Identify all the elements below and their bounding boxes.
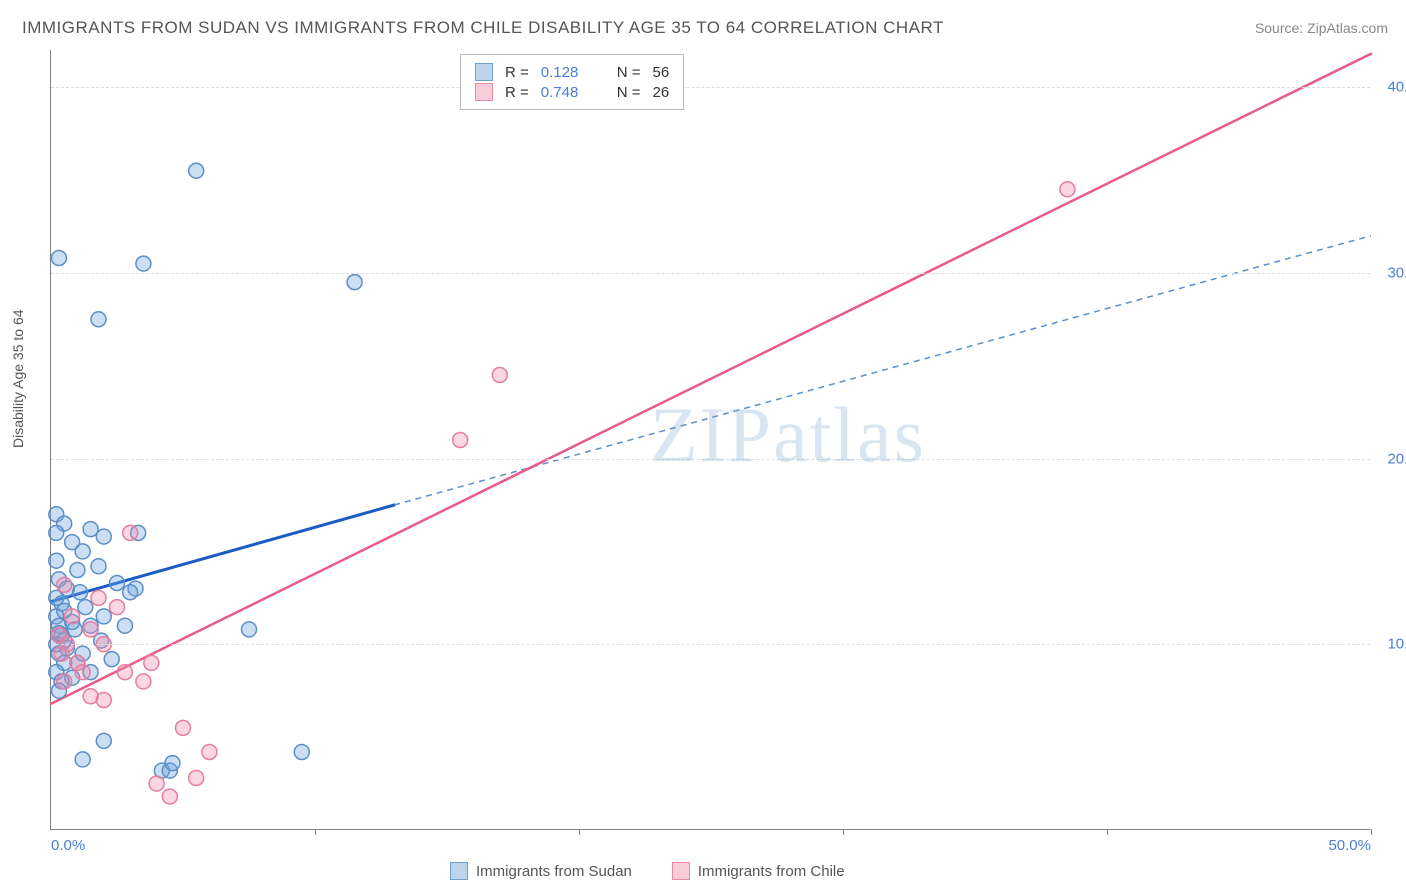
y-tick-label: 20.0% — [1387, 450, 1406, 467]
n-value-chile: 26 — [653, 84, 670, 101]
legend-row-sudan: R = 0.128 N = 56 — [475, 63, 669, 81]
legend-item-sudan: Immigrants from Sudan — [450, 862, 632, 880]
x-tick-label: 50.0% — [1328, 837, 1371, 854]
y-axis-label: Disability Age 35 to 64 — [10, 309, 26, 448]
swatch-sudan-icon — [475, 63, 493, 81]
correlation-legend: R = 0.128 N = 56 R = 0.748 N = 26 — [460, 54, 684, 110]
swatch-sudan-icon — [450, 862, 468, 880]
legend-label-chile: Immigrants from Chile — [698, 863, 845, 880]
n-value-sudan: 56 — [653, 64, 670, 81]
r-label: R = — [505, 64, 529, 81]
r-value-chile: 0.748 — [541, 84, 591, 101]
y-tick-label: 40.0% — [1387, 79, 1406, 96]
y-tick-label: 10.0% — [1387, 636, 1406, 653]
swatch-chile-icon — [672, 862, 690, 880]
legend-item-chile: Immigrants from Chile — [672, 862, 845, 880]
n-label: N = — [617, 84, 641, 101]
chart-container: IMMIGRANTS FROM SUDAN VS IMMIGRANTS FROM… — [0, 0, 1406, 892]
r-value-sudan: 0.128 — [541, 64, 591, 81]
legend-label-sudan: Immigrants from Sudan — [476, 863, 632, 880]
r-label: R = — [505, 84, 529, 101]
x-tick-label: 0.0% — [51, 837, 85, 854]
series-legend: Immigrants from Sudan Immigrants from Ch… — [450, 862, 845, 880]
plot-area: 10.0%20.0%30.0%40.0%0.0%50.0% — [50, 50, 1370, 830]
source-attribution: Source: ZipAtlas.com — [1255, 20, 1388, 36]
swatch-chile-icon — [475, 83, 493, 101]
chart-title: IMMIGRANTS FROM SUDAN VS IMMIGRANTS FROM… — [22, 18, 944, 38]
n-label: N = — [617, 64, 641, 81]
y-tick-label: 30.0% — [1387, 264, 1406, 281]
scatter-plot-svg — [51, 50, 1371, 830]
legend-row-chile: R = 0.748 N = 26 — [475, 83, 669, 101]
